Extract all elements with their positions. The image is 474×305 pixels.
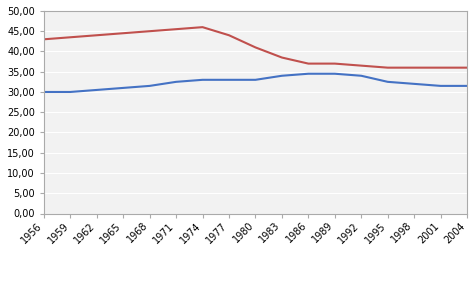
bus xyxy=(332,72,337,76)
trucks xyxy=(41,38,47,41)
bus xyxy=(67,90,73,94)
bus xyxy=(147,84,153,88)
bus xyxy=(438,84,444,88)
trucks xyxy=(200,25,205,29)
trucks xyxy=(306,62,311,66)
bus xyxy=(41,90,47,94)
bus xyxy=(358,74,364,77)
bus xyxy=(411,82,417,86)
trucks xyxy=(253,45,258,49)
trucks xyxy=(67,35,73,39)
Line: bus: bus xyxy=(44,74,467,92)
trucks xyxy=(332,62,337,66)
bus xyxy=(464,84,470,88)
bus xyxy=(226,78,232,82)
trucks xyxy=(411,66,417,70)
trucks xyxy=(173,27,179,31)
trucks xyxy=(94,34,100,37)
bus xyxy=(385,80,391,84)
bus xyxy=(306,72,311,76)
trucks xyxy=(279,56,285,59)
bus xyxy=(200,78,205,82)
bus xyxy=(173,80,179,84)
Line: trucks: trucks xyxy=(44,27,467,68)
trucks xyxy=(226,34,232,37)
trucks xyxy=(464,66,470,70)
bus xyxy=(120,86,126,90)
trucks xyxy=(438,66,444,70)
trucks xyxy=(120,31,126,35)
trucks xyxy=(147,29,153,33)
bus xyxy=(279,74,285,77)
bus xyxy=(253,78,258,82)
trucks xyxy=(358,64,364,67)
trucks xyxy=(385,66,391,70)
bus xyxy=(94,88,100,92)
